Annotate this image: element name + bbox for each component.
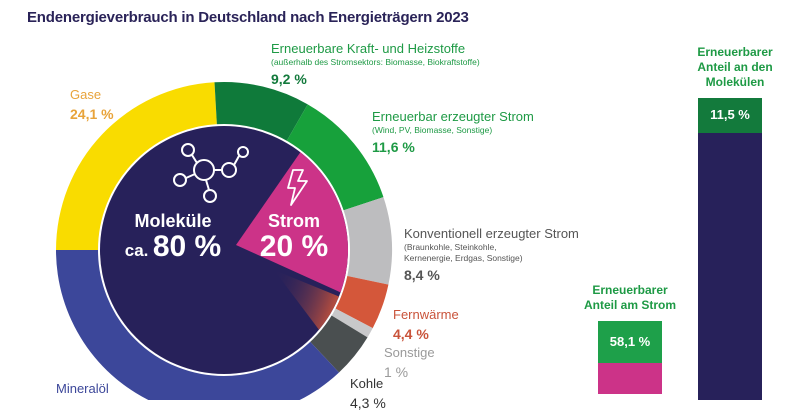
label-note: (Wind, PV, Biomasse, Sonstige) xyxy=(372,124,493,135)
molecules-prefix: ca. xyxy=(124,241,149,260)
label-value: 4,3 % xyxy=(350,394,386,411)
inner-pie xyxy=(100,126,348,374)
title-line: Molekülen xyxy=(705,75,765,89)
title-line: Anteil am Strom xyxy=(583,298,676,312)
molecules-name: Moleküle xyxy=(134,211,212,231)
bar-strom-renewable-segment xyxy=(598,321,662,364)
bar-strom-value: 58,1 % xyxy=(609,334,651,350)
lightning-icon xyxy=(287,169,308,206)
label-erneuerbar-strom: Erneuerbar erzeugter Strom (Wind, PV, Bi… xyxy=(372,109,534,155)
strom-name: Strom xyxy=(267,211,320,231)
label-value: 4,4 % xyxy=(393,325,429,342)
label-note: (Braunkohle, Steinkohle, Kernenergie, Er… xyxy=(404,241,523,263)
label-name: Mineralöl xyxy=(56,381,109,396)
label-value: 11,6 % xyxy=(372,138,415,155)
ring-segment-6 xyxy=(309,314,368,373)
bar-molecules-title: Erneuerbarer Anteil an den Molekülen xyxy=(680,45,790,90)
bar-molecules-value: 11,5 % xyxy=(710,107,750,123)
label-sonstige: Sonstige 1 % xyxy=(384,345,435,380)
molecules-value: 80 % xyxy=(152,230,222,263)
ring-segment-4 xyxy=(334,275,389,329)
label-name: Erneuerbar erzeugter Strom xyxy=(372,109,534,124)
ring-separator xyxy=(98,124,350,376)
molecules-center-label: Moleküle ca. 80 % xyxy=(118,212,228,262)
label-value: 1 % xyxy=(384,363,409,380)
label-konventionell-strom: Konventionell erzeugter Strom (Braunkohl… xyxy=(404,226,579,284)
ring-segment-0 xyxy=(56,82,217,250)
ring-segment-2 xyxy=(286,104,384,211)
ring-segment-5 xyxy=(330,308,373,338)
label-mineraloel: Mineralöl xyxy=(56,381,109,397)
icons xyxy=(173,143,308,206)
ring-segment-7 xyxy=(56,250,340,400)
label-name: Sonstige xyxy=(384,345,435,360)
label-value: 9,2 % xyxy=(271,70,307,87)
label-erneuerbare-kraft: Erneuerbare Kraft- und Heizstoffe (außer… xyxy=(271,41,480,87)
strom-value: 20 % xyxy=(259,230,329,263)
label-name: Konventionell erzeugter Strom xyxy=(404,226,579,241)
strom-center-label: Strom 20 % xyxy=(252,212,336,262)
bar-strom-title: Erneuerbarer Anteil am Strom xyxy=(580,283,680,313)
fernwaerme-fade xyxy=(274,270,339,330)
label-note: (außerhalb des Stromsektors: Biomasse, B… xyxy=(271,56,480,67)
label-value: 8,4 % xyxy=(404,267,440,284)
label-kohle: Kohle 4,3 % xyxy=(350,376,386,411)
title-line: Erneuerbarer xyxy=(697,45,773,59)
label-name: Gase xyxy=(70,87,102,102)
label-name: Erneuerbare Kraft- und Heizstoffe xyxy=(271,41,466,56)
donut-chart xyxy=(56,82,392,400)
label-gase: Gase 24,1 % xyxy=(70,87,114,122)
title-line: Anteil an den xyxy=(697,60,773,74)
bar-strom-rest-segment xyxy=(598,363,662,394)
ring-segment-1 xyxy=(214,82,308,142)
bar-molecules: 11,5 % xyxy=(698,98,762,400)
label-name: Kohle xyxy=(350,376,384,391)
outer-ring xyxy=(56,82,392,400)
bar-strom: 58,1 % xyxy=(598,321,662,394)
bar-molecules-renewable-segment xyxy=(698,98,762,133)
label-name: Fernwärme xyxy=(393,307,459,322)
ring-segment-3 xyxy=(342,197,392,285)
chart-title: Endenergieverbrauch in Deutschland nach … xyxy=(27,9,469,26)
label-fernwaerme: Fernwärme 4,4 % xyxy=(393,307,459,342)
label-value: 24,1 % xyxy=(70,105,114,122)
molecule-icon xyxy=(173,143,249,203)
inner-segment-strom xyxy=(236,152,348,293)
title-line: Erneuerbarer xyxy=(592,283,668,297)
bar-molecules-rest-segment xyxy=(698,132,762,400)
